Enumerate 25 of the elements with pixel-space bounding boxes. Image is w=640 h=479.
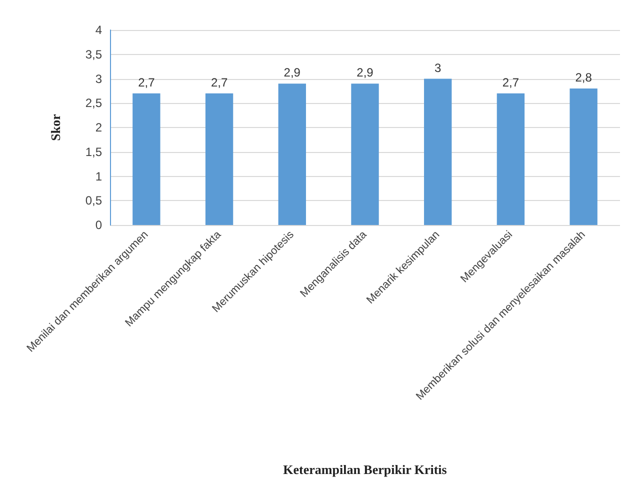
y-tick-label: 3	[95, 72, 102, 86]
y-tick-label: 2	[95, 120, 102, 134]
data-label: 2,9	[356, 66, 374, 80]
bar	[205, 93, 234, 225]
y-tick-label: 2,5	[85, 96, 102, 110]
y-tick-label: 0,5	[85, 194, 102, 208]
data-label: 2,7	[138, 75, 156, 90]
data-label: 3	[434, 60, 442, 75]
y-tick-label: 3,5	[85, 47, 102, 62]
bar	[424, 78, 452, 225]
bar	[351, 84, 379, 225]
data-label: 2,9	[284, 66, 301, 80]
data-label: 2,7	[210, 75, 228, 90]
y-tick-label: 4	[95, 23, 102, 37]
data-label: 2,7	[502, 75, 520, 90]
y-tick-label: 1	[95, 169, 102, 184]
bar	[570, 88, 598, 225]
bar	[132, 93, 160, 225]
bar	[278, 84, 306, 225]
y-tick-label: 0	[95, 218, 102, 232]
bar	[496, 93, 525, 225]
y-tick-label: 1,5	[85, 144, 102, 159]
x-axis-title: Keterampilan Berpikir Kritis	[283, 462, 447, 477]
data-label: 2,8	[575, 70, 592, 84]
y-axis-title: Skor	[48, 114, 63, 141]
